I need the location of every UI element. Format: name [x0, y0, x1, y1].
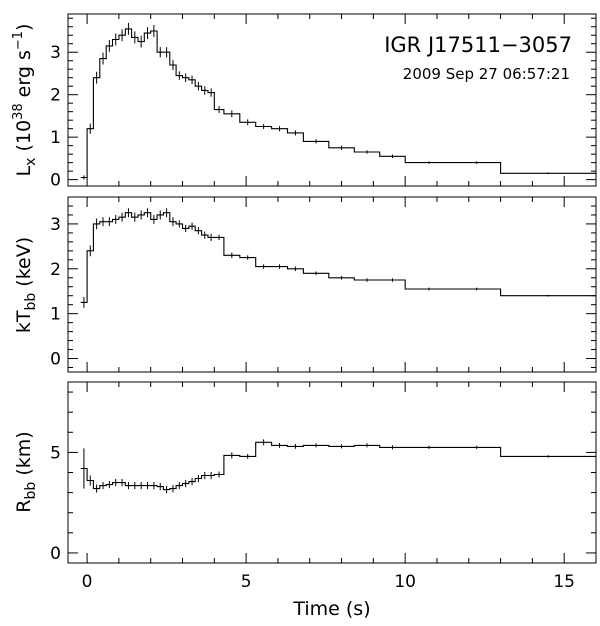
panel-temperature-ytick-labels: 0 1 2 3	[50, 215, 61, 370]
panel-temperature-frame	[67, 196, 597, 373]
series-line	[80, 28, 596, 179]
panel-luminosity-frame	[67, 13, 597, 187]
x-tick-label: 15	[553, 572, 575, 592]
chart-subtitle: 2009 Sep 27 06:57:21	[403, 65, 570, 83]
panel-luminosity-ytick-labels: 0 1 2 3	[50, 43, 61, 190]
panel-temperature-ylabel: kTbb (keV)	[13, 237, 39, 333]
y-tick-label: 2	[50, 86, 61, 106]
y-tick-label: 3	[50, 215, 61, 235]
chart-title: IGR J17511−3057	[384, 33, 572, 57]
y-tick-label: 1	[50, 128, 61, 148]
panel-radius-frame	[67, 381, 597, 564]
panel-radius-series	[80, 439, 596, 494]
x-axis-label: Time (s)	[292, 598, 370, 620]
panel-luminosity-ylabel: Lx (1038 erg s−1)	[11, 24, 39, 177]
panel-radius-ticks	[68, 382, 597, 563]
panel-luminosity-ticks	[68, 14, 597, 186]
x-tick-label: 5	[241, 572, 252, 592]
panel-radius: 05 Rbb (km)	[13, 381, 597, 564]
y-tick-label: 0	[50, 350, 61, 370]
series-line	[80, 441, 596, 491]
y-tick-label: 0	[50, 171, 61, 191]
panel-luminosity-series	[80, 22, 596, 180]
panel-radius-ytick-labels: 05	[50, 443, 61, 564]
series-line	[80, 212, 596, 303]
panel-temperature-series	[80, 208, 596, 308]
y-tick-label: 0	[50, 544, 61, 564]
panel-luminosity: 0 1 2 3 Lx (1038 erg s−1) IGR J17511−3057 2…	[11, 13, 597, 191]
y-tick-label: 2	[50, 260, 61, 280]
panel-temperature-ticks	[68, 196, 597, 372]
y-tick-label: 1	[50, 305, 61, 325]
panel-radius-ylabel: Rbb (km)	[13, 431, 39, 512]
y-tick-label: 5	[50, 443, 61, 463]
x-tick-label: 0	[82, 572, 93, 592]
panel-temperature: 0 1 2 3 kTbb (keV)	[13, 196, 597, 373]
x-tick-labels: 0 5 10 15	[82, 572, 575, 592]
y-tick-label: 3	[50, 43, 61, 63]
x-tick-label: 10	[394, 572, 416, 592]
